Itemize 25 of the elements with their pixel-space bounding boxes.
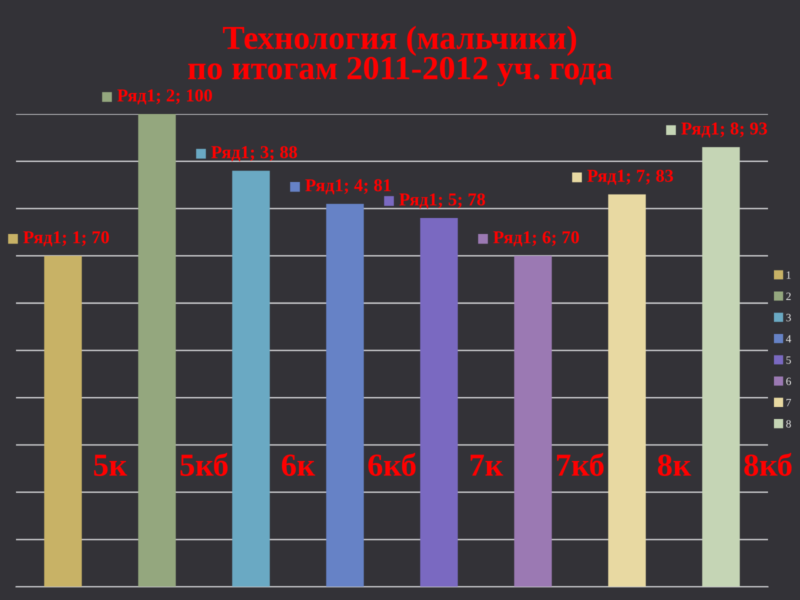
- data-label: Ряд1; 1; 70: [23, 231, 109, 246]
- legend-label: 8: [786, 420, 791, 428]
- legend-label: 3: [786, 314, 791, 322]
- annotation: 6к: [282, 454, 316, 476]
- data-label: Ряд1; 6; 70: [493, 231, 579, 246]
- legend-label: 7: [786, 398, 792, 406]
- chart-title: Технология (мальчики) по итогам 2011-2012 уч. года: [188, 26, 612, 86]
- data-label: Ряд1; 7; 83: [587, 170, 674, 185]
- annotation: 7кб: [557, 452, 604, 476]
- data-label: Ряд1; 2; 100: [117, 89, 212, 104]
- annotation: 6кб: [368, 452, 416, 476]
- data-label: Ряд1; 5; 78: [399, 193, 486, 208]
- legend-label: 1: [786, 271, 791, 279]
- legend-label: 2: [786, 292, 791, 300]
- annotation: 8кб: [744, 452, 792, 476]
- annotation: 8к: [658, 454, 692, 476]
- legend-label: 5: [786, 356, 791, 364]
- data-label: Ряд1; 4; 81: [305, 179, 391, 194]
- data-label: Ряд1; 3; 88: [211, 146, 298, 162]
- annotation: 5к: [94, 454, 128, 476]
- legend-label: 4: [786, 335, 792, 342]
- annotation: 7к: [470, 454, 504, 476]
- data-label: Ряд1; 8; 93: [681, 122, 768, 138]
- annotation: 5кб: [180, 452, 228, 476]
- legend-label: 6: [786, 378, 791, 386]
